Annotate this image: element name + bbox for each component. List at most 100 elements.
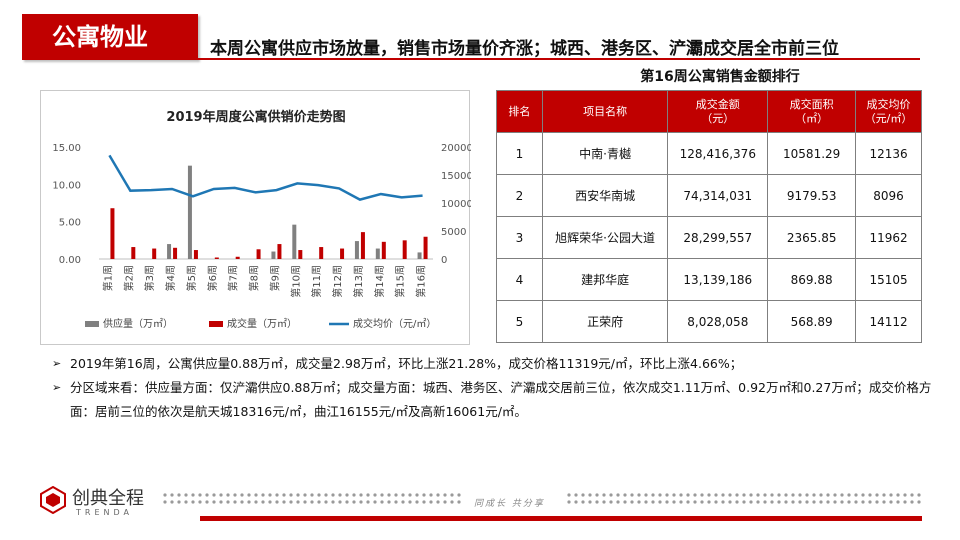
table-row: 4 建邦华庭 13,139,186 869.88 15105 — [496, 258, 922, 301]
table-cell: 11962 — [855, 216, 922, 259]
footer-dot — [658, 500, 662, 504]
footer-dot — [756, 493, 760, 497]
table-header-row: 排名 项目名称 成交金额 （元） 成交面积 （㎡） 成交均价 （元/㎡） — [496, 90, 922, 133]
footer-dot — [707, 493, 711, 497]
y-right-tick-label: 0 — [441, 255, 447, 266]
footer-dot — [268, 493, 272, 497]
footer-dot — [366, 493, 370, 497]
footer-dot — [602, 500, 606, 504]
x-tick-label: 第14周 — [373, 265, 386, 298]
footer-dot — [443, 500, 447, 504]
footer-dot — [373, 500, 377, 504]
footer-dot — [581, 500, 585, 504]
table-cell: 128,416,376 — [667, 132, 769, 175]
bullet-arrow-icon: ➢ — [52, 381, 62, 394]
footer-dot — [254, 500, 258, 504]
footer-dot — [770, 493, 774, 497]
footer-dot — [889, 500, 893, 504]
footer-dot — [644, 493, 648, 497]
footer-dot — [338, 500, 342, 504]
bar-supply — [417, 252, 422, 259]
footer-dot — [233, 493, 237, 497]
footer-dot — [616, 493, 620, 497]
footer-dot — [805, 493, 809, 497]
y-left-tick-label: 0.00 — [59, 255, 81, 266]
footer-dot — [240, 493, 244, 497]
footer-dot — [275, 493, 279, 497]
footer-dot — [170, 493, 174, 497]
footer-dot — [317, 500, 321, 504]
footer-dot — [875, 493, 879, 497]
footer-dot — [861, 500, 865, 504]
footer-dot — [854, 493, 858, 497]
footer-dot — [763, 500, 767, 504]
table-cell: 13,139,186 — [667, 258, 769, 301]
footer-dot — [644, 500, 648, 504]
x-tick-label: 第3周 — [143, 265, 156, 291]
footer-dot — [345, 493, 349, 497]
table-cell: 568.89 — [767, 300, 857, 343]
footer-dot — [415, 493, 419, 497]
x-tick-label: 第2周 — [122, 265, 135, 291]
footer-dot — [777, 500, 781, 504]
footer-dot — [833, 500, 837, 504]
footer-dot — [198, 500, 202, 504]
footer-dot — [602, 493, 606, 497]
legend-label-sales: 成交量（万㎡） — [227, 317, 297, 330]
footer-dot — [191, 493, 195, 497]
footer-dot — [380, 500, 384, 504]
footer-dot — [749, 500, 753, 504]
footer-dot — [693, 493, 697, 497]
bar-sales — [173, 247, 178, 259]
footer-dot — [184, 500, 188, 504]
bar-sales — [340, 248, 345, 259]
footer-dot — [261, 500, 265, 504]
footer-dot — [408, 493, 412, 497]
footer-dot — [443, 493, 447, 497]
footer-dot — [693, 500, 697, 504]
table-cell: 12136 — [855, 132, 922, 175]
footer-dot — [359, 493, 363, 497]
footer-dot — [303, 500, 307, 504]
sales-ranking-table: 排名 项目名称 成交金额 （元） 成交面积 （㎡） 成交均价 （元/㎡） 1 中南·青樾 128,… — [496, 90, 922, 343]
footer-dot — [457, 500, 461, 504]
footer-dot — [728, 493, 732, 497]
footer-dot — [903, 500, 907, 504]
footer-dot — [198, 493, 202, 497]
footer-dot — [289, 500, 293, 504]
footer-dot — [282, 500, 286, 504]
footer-dot — [338, 493, 342, 497]
table-cell: 2365.85 — [767, 216, 857, 259]
footer-dot — [345, 500, 349, 504]
footer-dot — [296, 500, 300, 504]
bar-supply — [354, 241, 359, 259]
footer-dot — [672, 500, 676, 504]
table-cell: 28,299,557 — [667, 216, 769, 259]
table-cell: 2 — [496, 174, 543, 217]
x-tick-label: 第7周 — [227, 265, 240, 291]
table-header-cell: 成交面积 （㎡） — [767, 90, 857, 133]
footer-dot — [429, 493, 433, 497]
table-cell: 旭辉荣华·公园大道 — [541, 216, 669, 259]
y-right-tick-label: 15000 — [441, 171, 471, 182]
footer-dot — [380, 493, 384, 497]
x-tick-label: 第10周 — [289, 265, 302, 298]
page-headline: 本周公寓供应市场放量，销售市场量价齐涨；城西、港务区、浐灞成交居全市前三位 — [210, 39, 839, 59]
footer-dot — [595, 493, 599, 497]
footer-dot — [296, 493, 300, 497]
footer-dot — [282, 493, 286, 497]
x-tick-label: 第6周 — [206, 265, 219, 291]
table-cell: 建邦华庭 — [541, 258, 669, 301]
y-right-tick-label: 20000 — [441, 143, 471, 154]
x-tick-label: 第13周 — [352, 265, 365, 298]
footer-dot — [275, 500, 279, 504]
footer-dot — [637, 500, 641, 504]
footer-dot — [658, 493, 662, 497]
footer-dot — [686, 493, 690, 497]
footer-dot — [903, 493, 907, 497]
footer-dot — [840, 493, 844, 497]
bar-sales — [360, 232, 365, 259]
footer-dot — [672, 493, 676, 497]
footer-dot — [714, 493, 718, 497]
footer-dot — [303, 493, 307, 497]
